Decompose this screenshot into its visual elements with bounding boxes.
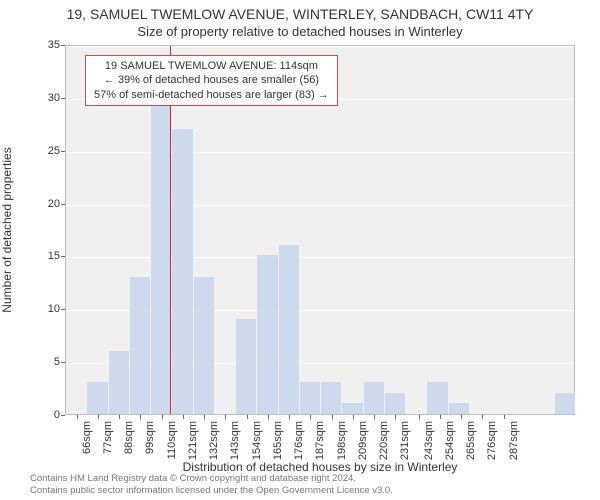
x-tick-mark [395, 415, 396, 419]
x-tick-label: 220sqm [378, 421, 390, 460]
x-tick-label: 77sqm [102, 421, 114, 454]
annotation-line: 19 SAMUEL TWEMLOW AVENUE: 114sqm [94, 59, 329, 73]
x-tick-mark [374, 415, 375, 419]
bar [236, 319, 256, 414]
x-tick-label: 276sqm [486, 421, 498, 460]
x-tick-mark [353, 415, 354, 419]
x-tick-label: 287sqm [508, 421, 520, 460]
y-tick-label: 25 [30, 145, 60, 157]
chart-title-subtitle: Size of property relative to detached ho… [0, 24, 600, 39]
bar [87, 382, 107, 414]
x-tick-label: 121sqm [187, 421, 199, 460]
bar [300, 382, 320, 414]
x-tick-mark [461, 415, 462, 419]
bar [151, 97, 171, 414]
bar [109, 351, 129, 414]
y-tick-label: 30 [30, 92, 60, 104]
x-tick-label: 66sqm [81, 421, 93, 454]
x-tick-label: 187sqm [314, 421, 326, 460]
y-axis-label: Number of detached properties [0, 147, 14, 312]
x-tick-label: 88sqm [123, 421, 135, 454]
y-tick-mark [61, 45, 65, 46]
x-tick-label: 231sqm [399, 421, 411, 460]
x-tick-mark [440, 415, 441, 419]
y-tick-mark [61, 204, 65, 205]
x-tick-label: 209sqm [357, 421, 369, 460]
x-tick-mark [77, 415, 78, 419]
x-tick-label: 254sqm [444, 421, 456, 460]
x-tick-mark [419, 415, 420, 419]
attribution-line1: Contains HM Land Registry data © Crown c… [30, 473, 356, 484]
x-tick-mark [98, 415, 99, 419]
y-tick-label: 15 [30, 250, 60, 262]
y-tick-mark [61, 98, 65, 99]
x-tick-mark [268, 415, 269, 419]
annotation-box: 19 SAMUEL TWEMLOW AVENUE: 114sqm← 39% of… [85, 55, 338, 106]
y-tick-mark [61, 151, 65, 152]
x-tick-mark [482, 415, 483, 419]
x-tick-mark [204, 415, 205, 419]
x-axis-label: Distribution of detached houses by size … [0, 460, 600, 474]
x-tick-label: 110sqm [166, 421, 178, 459]
y-tick-label: 20 [30, 198, 60, 210]
x-tick-mark [225, 415, 226, 419]
x-tick-label: 265sqm [465, 421, 477, 460]
x-tick-label: 243sqm [423, 421, 435, 460]
x-tick-mark [332, 415, 333, 419]
attribution-line2: Contains public sector information licen… [30, 485, 393, 496]
x-tick-label: 198sqm [336, 421, 348, 460]
y-tick-label: 5 [30, 356, 60, 368]
annotation-line: ← 39% of detached houses are smaller (56… [94, 73, 329, 87]
gridline [66, 152, 574, 153]
y-tick-mark [61, 256, 65, 257]
x-tick-label: 132sqm [208, 421, 220, 460]
bar [194, 277, 214, 414]
bar [449, 403, 469, 414]
x-tick-label: 176sqm [293, 421, 305, 460]
y-tick-mark [61, 362, 65, 363]
y-tick-label: 35 [30, 39, 60, 51]
x-tick-label: 143sqm [229, 421, 241, 460]
x-tick-mark [504, 415, 505, 419]
x-tick-label: 165sqm [272, 421, 284, 460]
gridline [66, 416, 574, 417]
x-tick-mark [140, 415, 141, 419]
x-tick-mark [162, 415, 163, 419]
x-tick-mark [119, 415, 120, 419]
bar [321, 382, 341, 414]
x-tick-mark [310, 415, 311, 419]
bar [172, 129, 192, 414]
attribution-text: Contains HM Land Registry data © Crown c… [30, 473, 393, 496]
bar [257, 255, 277, 414]
bar [279, 245, 299, 414]
y-tick-label: 0 [30, 409, 60, 421]
bar [555, 393, 575, 414]
gridline [66, 205, 574, 206]
chart-container: 19, SAMUEL TWEMLOW AVENUE, WINTERLEY, SA… [0, 0, 600, 500]
y-tick-mark [61, 309, 65, 310]
bar [342, 403, 362, 414]
x-tick-mark [247, 415, 248, 419]
chart-title-address: 19, SAMUEL TWEMLOW AVENUE, WINTERLEY, SA… [0, 6, 600, 22]
gridline [66, 46, 574, 47]
bar [364, 382, 384, 414]
x-tick-mark [183, 415, 184, 419]
y-tick-label: 10 [30, 303, 60, 315]
annotation-line: 57% of semi-detached houses are larger (… [94, 88, 329, 102]
x-tick-label: 99sqm [144, 421, 156, 454]
bar [130, 277, 150, 414]
x-tick-mark [289, 415, 290, 419]
bar [427, 382, 447, 414]
x-tick-label: 154sqm [251, 421, 263, 460]
bar [385, 393, 405, 414]
gridline [66, 257, 574, 258]
y-tick-mark [61, 415, 65, 416]
